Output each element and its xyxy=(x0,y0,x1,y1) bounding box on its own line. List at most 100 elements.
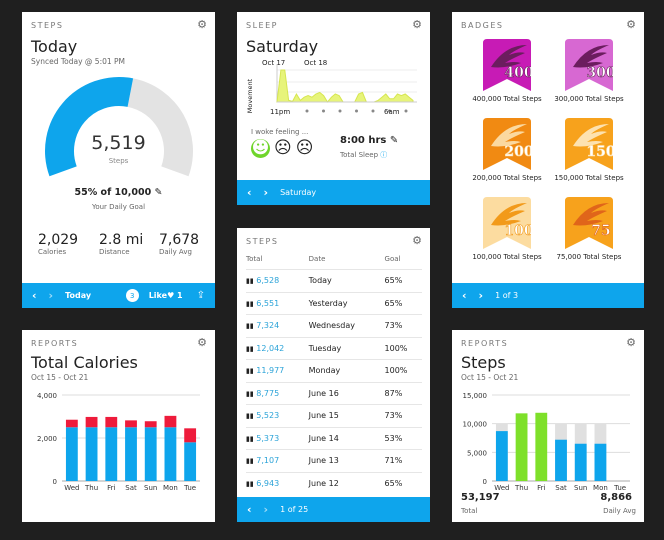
steps-count: 5,519 xyxy=(91,132,146,154)
footprints-icon: ▮▮ xyxy=(246,367,254,376)
footprints-icon: ▮▮ xyxy=(246,480,254,488)
prev-button[interactable]: ‹ xyxy=(247,503,252,516)
help-icon[interactable]: ⓘ xyxy=(380,151,388,159)
next-button[interactable]: › xyxy=(263,186,269,199)
badge[interactable]: 200 200,000 Total Steps xyxy=(467,118,547,182)
badge-icon: 200 xyxy=(483,118,531,170)
avg-label: Daily Avg xyxy=(603,507,636,515)
date-label-2: Oct 18 xyxy=(304,59,328,67)
badge[interactable]: 75 75,000 Total Steps xyxy=(549,197,629,261)
badges-card: BADGES ⚙ 400 400,000 Total Steps 300 300,00… xyxy=(452,12,644,308)
col-date: Date xyxy=(308,255,326,263)
prev-button[interactable]: ‹ xyxy=(247,186,252,199)
x-tick-label: Mon xyxy=(593,484,608,492)
next-button[interactable]: › xyxy=(263,503,269,516)
steps-chart: 0 5,000 10,000 15,000 Wed Thu Fri Sat Sun Mon Tue xyxy=(463,392,630,492)
badge-label: 300,000 Total Steps xyxy=(554,95,624,103)
badge[interactable]: 400 400,000 Total Steps xyxy=(467,39,547,103)
table-row[interactable]: ▮▮ 11,977 Monday 100% xyxy=(246,359,422,382)
badge[interactable]: 300 300,000 Total Steps xyxy=(549,39,629,103)
x-tick-label: Wed xyxy=(494,484,509,492)
total-sleep-hours: 8:00 hrs xyxy=(340,135,387,146)
gear-icon[interactable]: ⚙ xyxy=(197,18,207,31)
like-button[interactable]: Like♥ 1 xyxy=(148,291,183,300)
y-tick-label: 2,000 xyxy=(37,435,57,443)
comments-button[interactable]: 3 xyxy=(125,289,139,302)
hour-tick xyxy=(355,109,358,113)
footprints-icon: ▮▮ xyxy=(246,299,254,308)
step-date: Wednesday xyxy=(308,314,385,337)
gear-icon[interactable]: ⚙ xyxy=(626,336,636,349)
steps-label: Steps xyxy=(108,157,129,165)
card-section-title: SLEEP xyxy=(246,21,278,30)
gear-icon[interactable]: ⚙ xyxy=(626,18,636,31)
prev-button[interactable]: ‹ xyxy=(32,289,37,302)
gear-icon[interactable]: ⚙ xyxy=(412,234,422,247)
svg-text:300: 300 xyxy=(586,65,613,81)
step-goal: 71% xyxy=(384,449,422,472)
badge[interactable]: 100 100,000 Total Steps xyxy=(467,197,547,261)
total-value: 53,197 xyxy=(461,492,500,503)
mood-sad-icon[interactable]: ☹ xyxy=(295,138,314,158)
gear-icon[interactable]: ⚙ xyxy=(412,18,422,31)
step-date: June 12 xyxy=(308,471,385,495)
hour-tick xyxy=(404,109,408,113)
hour-tick xyxy=(371,109,375,113)
table-row[interactable]: ▮▮ 5,523 June 15 73% xyxy=(246,404,422,427)
footprints-icon: ▮▮ xyxy=(246,322,254,331)
table-row[interactable]: ▮▮ 8,775 June 16 87% xyxy=(246,381,422,405)
chart-subtitle: Oct 15 - Oct 21 xyxy=(31,373,89,382)
steps-report-card: REPORTS ⚙ Steps Oct 15 - Oct 21 0 5,000 10… xyxy=(452,330,644,522)
edit-pencil-icon[interactable]: ✎ xyxy=(389,135,399,146)
card-section-title: STEPS xyxy=(246,237,279,246)
y-tick-label: 0 xyxy=(53,478,57,486)
table-row[interactable]: ▮▮ 7,107 June 13 71% xyxy=(246,449,422,472)
prev-button[interactable]: ‹ xyxy=(462,289,467,302)
table-row[interactable]: ▮▮ 6,528 Today 65% xyxy=(246,269,422,292)
x-tick-label: Tue xyxy=(183,484,196,492)
footprints-icon: ▮▮ xyxy=(246,412,254,421)
step-goal: 53% xyxy=(384,426,422,450)
time-start: 11pm xyxy=(270,108,291,116)
table-row[interactable]: ▮▮ 6,943 June 12 65% xyxy=(246,471,422,495)
sleep-day-title: Saturday xyxy=(246,37,319,56)
step-date: June 16 xyxy=(308,381,385,405)
calories-report-card: REPORTS ⚙ Total Calories Oct 15 - Oct 21… xyxy=(22,330,215,522)
card-section-title: STEPS xyxy=(31,21,64,30)
movement-area xyxy=(276,69,414,103)
step-goal: 100% xyxy=(384,336,422,360)
table-row[interactable]: ▮▮ 12,042 Tuesday 100% xyxy=(246,336,422,360)
badge[interactable]: 150 150,000 Total Steps xyxy=(549,118,629,182)
badge-icon: 300 xyxy=(565,39,613,91)
steps-table: Total Date Goal ▮▮ 6,528 Today 65% ▮▮ 6,551 Ye… xyxy=(246,255,422,495)
mood-neutral-icon[interactable]: ☹ xyxy=(274,138,292,158)
next-button[interactable]: › xyxy=(478,289,484,302)
share-icon[interactable]: ⇪ xyxy=(196,290,205,301)
y-tick-label: 4,000 xyxy=(37,392,57,400)
steps-bar xyxy=(515,413,528,481)
x-tick-label: Sun xyxy=(144,484,157,492)
table-row[interactable]: ▮▮ 5,373 June 14 53% xyxy=(246,426,422,450)
edit-pencil-icon[interactable]: ✎ xyxy=(154,187,163,198)
footer-label: 1 of 25 xyxy=(280,505,309,514)
badge-label: 150,000 Total Steps xyxy=(554,174,624,182)
table-row[interactable]: ▮▮ 7,324 Wednesday 73% xyxy=(246,314,422,337)
stat-calories: 2,029 Calories xyxy=(38,232,79,256)
step-date: June 15 xyxy=(308,404,385,427)
step-goal: 73% xyxy=(384,404,422,427)
mood-happy-icon[interactable]: ☻ xyxy=(251,138,270,158)
x-tick-label: Wed xyxy=(64,484,79,492)
base-calories-bar xyxy=(144,427,157,481)
steps-bar xyxy=(535,412,548,481)
y-tick-label: 5,000 xyxy=(467,449,487,457)
table-row[interactable]: ▮▮ 6,551 Yesterday 65% xyxy=(246,291,422,315)
base-calories-bar xyxy=(184,442,197,481)
gear-icon[interactable]: ⚙ xyxy=(197,336,207,349)
next-button[interactable]: › xyxy=(48,289,54,302)
badge-icon: 100 xyxy=(483,197,531,249)
badge-icon: 75 xyxy=(565,197,613,249)
total-label: Total xyxy=(461,507,478,515)
active-calories-bar xyxy=(85,416,98,428)
svg-text:75: 75 xyxy=(591,223,610,239)
x-tick-label: Sat xyxy=(125,484,137,492)
